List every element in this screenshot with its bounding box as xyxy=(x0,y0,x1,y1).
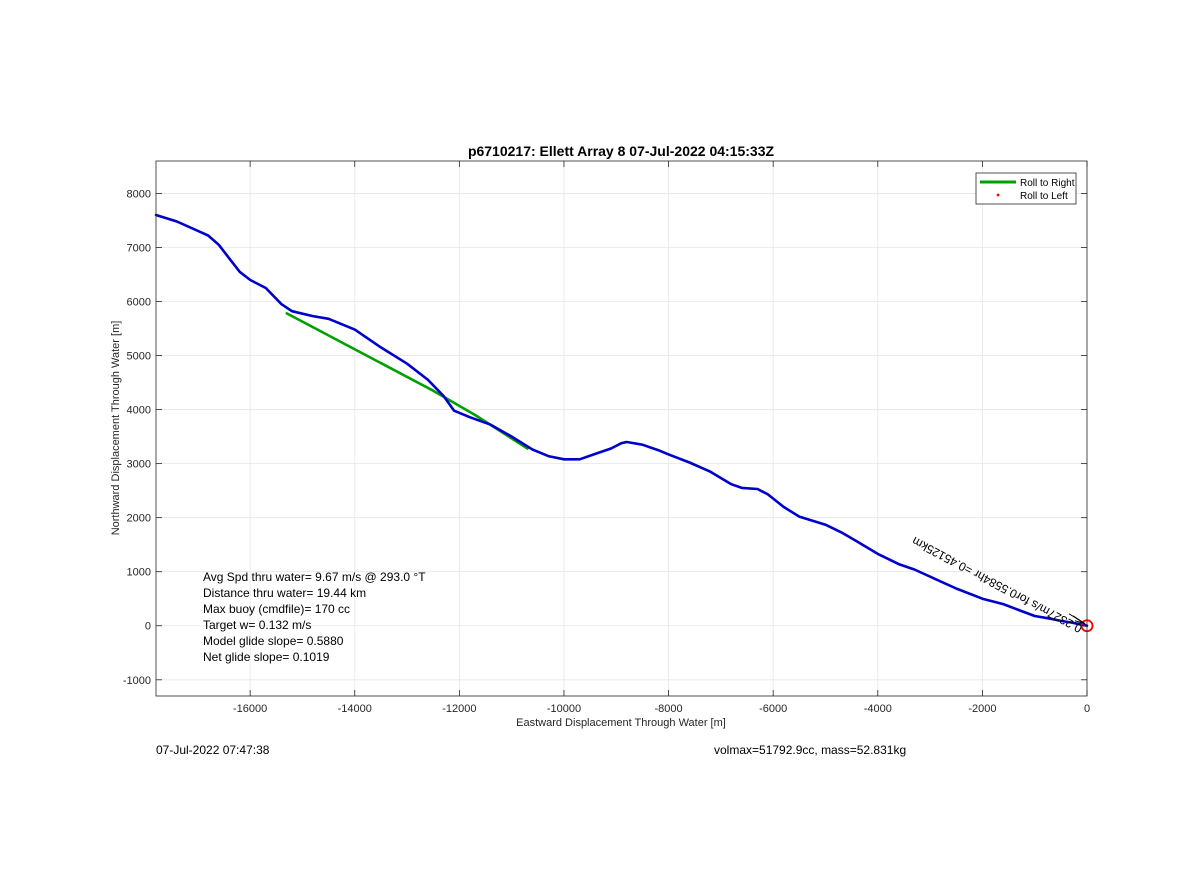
x-axis-label: Eastward Displacement Through Water [m] xyxy=(516,717,726,729)
x-tick-label: -12000 xyxy=(442,703,476,715)
x-tick-label: -14000 xyxy=(338,703,372,715)
footer-timestamp: 07-Jul-2022 07:47:38 xyxy=(156,743,270,757)
axis-ticks: -16000 -14000 -12000 -10000 -8000 -6000 -4000-… xyxy=(123,161,1090,715)
current-arrows xyxy=(1068,613,1086,625)
max-buoy-text: Max buoy (cmdfile)= 170 cc xyxy=(203,602,350,616)
current-arrow xyxy=(1068,613,1086,625)
legend-label-roll-left: Roll to Left xyxy=(1020,191,1068,202)
y-tick-label: 3000 xyxy=(127,459,151,471)
target-w-text: Target w= 0.132 m/s xyxy=(203,618,311,632)
y-tick-label: 6000 xyxy=(127,297,151,309)
distance-text: Distance thru water= 19.44 km xyxy=(203,586,366,600)
chart-title: p6710217: Ellett Array 8 07-Jul-2022 04:… xyxy=(468,143,775,159)
x-tick-label: -8000 xyxy=(655,703,683,715)
track-line-blue xyxy=(154,213,1089,628)
stats-annotation: Avg Spd thru water= 9.67 m/s @ 293.0 °T … xyxy=(203,570,426,664)
y-tick-label: 8000 xyxy=(127,188,151,200)
y-tick-label: -1000 xyxy=(123,675,151,687)
x-tick-label: -2000 xyxy=(968,703,996,715)
legend: Roll to Right Roll to Left xyxy=(975,172,1077,205)
footer-volmax: volmax=51792.9cc, mass=52.831kg xyxy=(714,743,906,757)
legend-label-roll-right: Roll to Right xyxy=(1020,178,1075,189)
current-arrow xyxy=(1074,620,1086,625)
net-glide-text: Net glide slope= 0.1019 xyxy=(203,650,330,664)
plot-frame xyxy=(155,160,1088,697)
y-tick-label: 4000 xyxy=(127,405,151,417)
x-tick-label: -4000 xyxy=(864,703,892,715)
y-tick-label: 1000 xyxy=(127,567,151,579)
x-tick-label: -6000 xyxy=(759,703,787,715)
avg-speed-text: Avg Spd thru water= 9.67 m/s @ 293.0 °T xyxy=(203,570,426,584)
x-tick-label: -10000 xyxy=(547,703,581,715)
y-axis-label: Northward Displacement Through Water [m] xyxy=(110,321,122,536)
model-glide-text: Model glide slope= 0.5880 xyxy=(203,634,344,648)
legend-box xyxy=(975,172,1077,205)
legend-swatch-roll-left xyxy=(996,193,1000,197)
y-tick-label: 0 xyxy=(145,621,151,633)
y-tick-label: 7000 xyxy=(127,242,151,254)
x-tick-label: -16000 xyxy=(233,703,267,715)
plot-area xyxy=(156,161,1087,696)
y-tick-label: 2000 xyxy=(127,513,151,525)
x-tick-label: 0 xyxy=(1084,703,1090,715)
y-tick-label: 5000 xyxy=(127,351,151,363)
